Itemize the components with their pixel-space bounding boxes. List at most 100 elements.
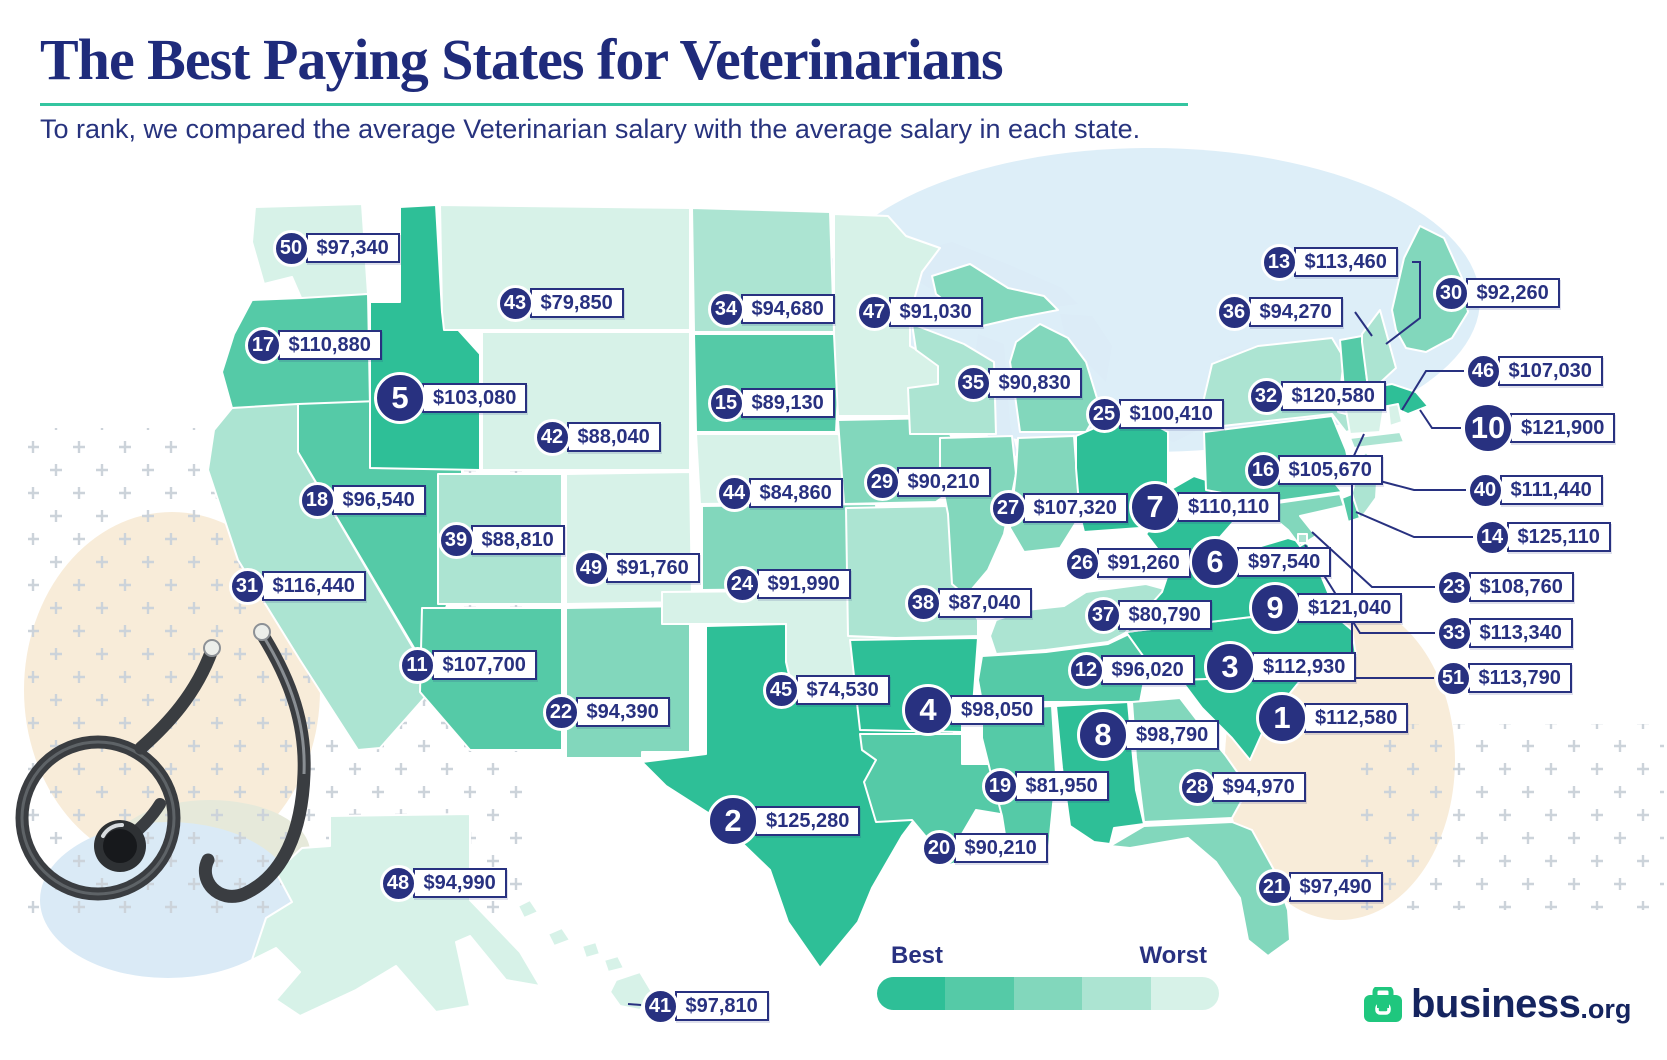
rank-badge-nh: 36 xyxy=(1215,293,1253,331)
salary-label-sd: $89,130 xyxy=(740,388,835,418)
salary-label-wy: $88,040 xyxy=(566,422,661,452)
title-underline xyxy=(40,103,1188,106)
rank-badge-wi: 35 xyxy=(954,364,992,402)
rank-badge-me: 30 xyxy=(1432,274,1470,312)
salary-label-ri: $107,030 xyxy=(1497,356,1603,386)
state-ny-long-island xyxy=(1349,431,1405,449)
rank-badge-fl: 21 xyxy=(1255,868,1293,906)
salary-label-wa: $97,340 xyxy=(305,233,400,263)
map-legend: Best Worst xyxy=(877,942,1219,1010)
salary-label-nh: $94,270 xyxy=(1248,297,1343,327)
salary-label-fl: $97,490 xyxy=(1288,872,1383,902)
rank-badge-ks: 24 xyxy=(723,565,761,603)
state-ak xyxy=(251,813,541,1017)
page-title: The Best Paying States for Veterinarians xyxy=(40,27,1004,92)
rank-badge-wv: 6 xyxy=(1189,536,1241,588)
legend-segment-2 xyxy=(945,977,1014,1010)
salary-label-in: $91,260 xyxy=(1096,548,1191,578)
plus-pattern-right xyxy=(1352,724,1664,910)
salary-label-ne: $84,860 xyxy=(748,478,843,508)
rank-badge-az: 11 xyxy=(398,646,436,684)
rank-badge-hi: 41 xyxy=(641,987,679,1025)
rank-badge-nc: 3 xyxy=(1204,641,1256,693)
rank-badge-ut: 39 xyxy=(437,521,475,559)
rank-badge-ca: 31 xyxy=(228,567,266,605)
rank-badge-mo: 38 xyxy=(904,584,942,622)
state-dc xyxy=(1297,533,1308,544)
rank-badge-pa: 16 xyxy=(1244,451,1282,489)
rank-badge-vt: 13 xyxy=(1260,243,1298,281)
rank-badge-al: 8 xyxy=(1077,709,1129,761)
rank-badge-wy: 42 xyxy=(533,418,571,456)
salary-label-ar: $98,050 xyxy=(950,695,1045,725)
rank-badge-ct: 51 xyxy=(1434,659,1472,697)
rank-badge-ri: 46 xyxy=(1464,352,1502,390)
briefcase-icon xyxy=(1364,986,1402,1022)
salary-label-pa: $105,670 xyxy=(1277,455,1383,485)
rank-badge-mi: 25 xyxy=(1085,395,1123,433)
rank-badge-md: 23 xyxy=(1435,568,1473,606)
salary-label-ga: $94,970 xyxy=(1211,772,1306,802)
state-fl xyxy=(1109,821,1291,957)
salary-label-ma: $121,900 xyxy=(1510,413,1616,443)
state-ri xyxy=(1387,403,1403,427)
rank-badge-or: 17 xyxy=(244,326,282,364)
salary-label-ct: $113,790 xyxy=(1467,663,1572,693)
state-me xyxy=(1391,225,1469,353)
salary-label-va: $121,040 xyxy=(1297,593,1403,623)
logo-text: business xyxy=(1411,982,1581,1026)
rank-badge-ia: 29 xyxy=(863,463,901,501)
stethoscope-earpiece xyxy=(203,639,221,657)
rank-badge-nv: 18 xyxy=(298,481,336,519)
rank-badge-tn: 12 xyxy=(1067,651,1105,689)
rank-badge-dc: 33 xyxy=(1435,614,1473,652)
salary-label-ak: $94,990 xyxy=(412,868,507,898)
salary-label-ks: $91,990 xyxy=(756,569,851,599)
legend-segment-4 xyxy=(1082,977,1151,1010)
salary-label-nc: $112,930 xyxy=(1252,652,1357,682)
salary-label-sc: $112,580 xyxy=(1304,703,1409,733)
salary-label-tx: $125,280 xyxy=(755,806,861,836)
salary-label-tn: $96,020 xyxy=(1100,655,1195,685)
rank-badge-ar: 4 xyxy=(902,684,954,736)
salary-label-or: $110,880 xyxy=(277,330,382,360)
salary-label-ia: $90,210 xyxy=(896,467,991,497)
state-hi xyxy=(603,955,625,973)
salary-label-hi: $97,810 xyxy=(674,991,769,1021)
rank-badge-ms: 19 xyxy=(981,767,1019,805)
rank-badge-ny: 32 xyxy=(1247,377,1285,415)
salary-label-al: $98,790 xyxy=(1125,720,1220,750)
salary-label-ut: $88,810 xyxy=(470,525,565,555)
state-hi xyxy=(547,927,571,947)
rank-badge-tx: 2 xyxy=(707,795,759,847)
rank-badge-ky: 37 xyxy=(1084,596,1122,634)
salary-label-wv: $97,540 xyxy=(1237,547,1332,577)
salary-label-nm: $94,390 xyxy=(575,697,670,727)
salary-label-de: $125,110 xyxy=(1506,522,1611,552)
rank-badge-nj: 40 xyxy=(1466,471,1504,509)
legend-segment-5 xyxy=(1150,977,1219,1010)
salary-label-dc: $113,340 xyxy=(1468,618,1573,648)
salary-label-oh: $110,110 xyxy=(1177,492,1281,522)
rank-badge-nd: 34 xyxy=(707,290,745,328)
salary-label-mo: $87,040 xyxy=(937,588,1032,618)
rank-badge-nm: 22 xyxy=(542,693,580,731)
salary-label-mi: $100,410 xyxy=(1118,399,1224,429)
rank-badge-ak: 48 xyxy=(379,864,417,902)
legend-gradient-bar xyxy=(877,977,1219,1010)
salary-label-nj: $111,440 xyxy=(1499,475,1603,505)
salary-label-la: $90,210 xyxy=(953,833,1048,863)
state-hi xyxy=(581,941,601,959)
rank-badge-ne: 44 xyxy=(715,474,753,512)
legend-worst-label: Worst xyxy=(1139,942,1207,969)
salary-label-md: $108,760 xyxy=(1468,572,1574,602)
rank-badge-oh: 7 xyxy=(1129,481,1181,533)
legend-segment-1 xyxy=(877,977,946,1010)
salary-label-az: $107,700 xyxy=(431,650,537,680)
salary-label-nd: $94,680 xyxy=(740,294,835,324)
state-wi xyxy=(907,323,997,435)
rank-badge-de: 14 xyxy=(1473,518,1511,556)
rank-badge-la: 20 xyxy=(920,829,958,867)
